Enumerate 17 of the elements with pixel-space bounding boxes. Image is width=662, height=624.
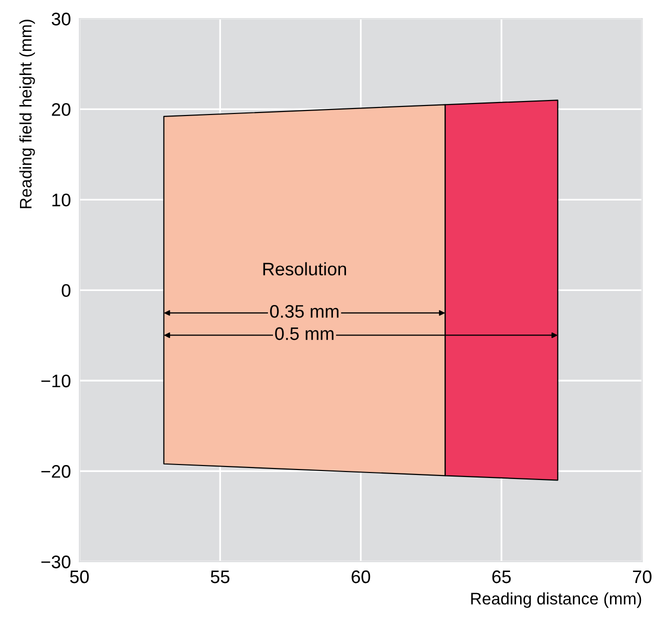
- x-axis-title: Reading distance (mm): [471, 592, 642, 608]
- x-tick-label: 50: [70, 570, 89, 584]
- y-tick-label: 0: [62, 284, 70, 297]
- x-tick-label: 70: [633, 570, 652, 584]
- annotation: Resolution: [263, 262, 346, 276]
- y-tick-label: −20: [41, 465, 70, 478]
- y-tick-label: −30: [41, 556, 70, 568]
- x-tick-label: 55: [210, 570, 230, 584]
- x-tick-label: 60: [352, 570, 370, 584]
- annotation: 0.5 mm: [275, 327, 334, 340]
- y-tick-label: 10: [52, 194, 70, 206]
- y-tick-label: 30: [52, 12, 70, 26]
- annotation: 0.35 mm: [270, 305, 338, 318]
- y-tick-label: −10: [41, 374, 70, 388]
- x-tick-label: 65: [492, 570, 511, 584]
- y-tick-label: 20: [52, 103, 70, 116]
- y-axis-title: Reading field height (mm): [19, 20, 35, 208]
